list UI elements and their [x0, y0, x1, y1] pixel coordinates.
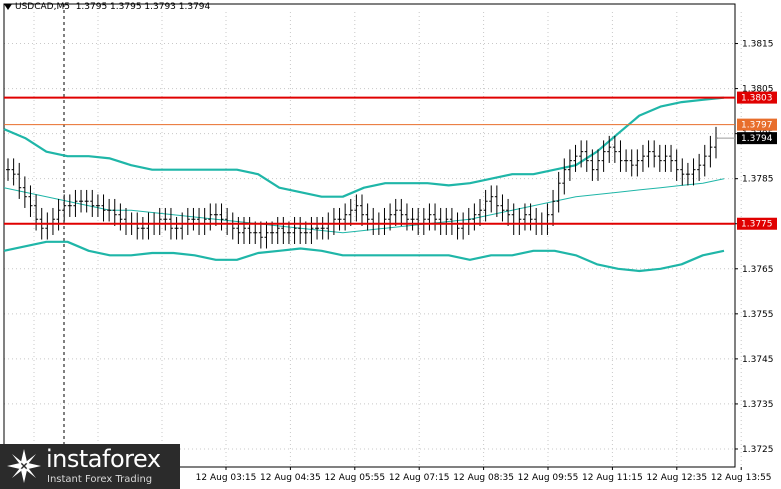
x-tick-label: 12 Aug 05:55: [324, 473, 385, 483]
bollinger-upper-band: [3, 96, 725, 198]
chart-header: USDCAD,M5 1.3795 1.3795 1.3793 1.3794: [4, 2, 210, 12]
x-tick-label: 12 Aug 12:35: [646, 473, 707, 483]
bollinger-lower-band: [3, 240, 725, 273]
moving-average-line: [3, 178, 725, 234]
x-tick-label: 12 Aug 03:15: [196, 473, 257, 483]
level-price-tag: [737, 91, 777, 104]
y-tick-label: 1.3785: [742, 175, 774, 185]
level-price-label: 1.3797: [741, 121, 773, 131]
x-tick-label: 12 Aug 11:15: [582, 473, 643, 483]
x-tick-label: 12 Aug 09:55: [518, 473, 579, 483]
level-price-tag: [737, 217, 777, 230]
current-price-label: 1.3794: [741, 134, 773, 144]
symbol-label: USDCAD,M5: [15, 2, 70, 12]
y-tick-label: 1.3765: [742, 265, 774, 275]
ohlc-readout: 1.3795 1.3795 1.3793 1.3794: [75, 2, 211, 12]
plot-frame: [3, 3, 736, 468]
logo-name: instaforex: [46, 445, 161, 473]
y-tick-label: 1.3755: [742, 310, 774, 320]
level-price-label: 1.3775: [741, 220, 773, 230]
y-tick-label: 1.3735: [742, 400, 774, 410]
y-tick-label: 1.3805: [742, 85, 774, 95]
x-tick-label: 12 Aug 07:15: [389, 473, 450, 483]
y-tick-label: 1.3725: [742, 445, 774, 455]
star-burst-icon: [7, 449, 41, 483]
instaforex-logo: instaforex Instant Forex Trading: [0, 444, 180, 489]
x-tick-label: 12 Aug 08:35: [453, 473, 514, 483]
level-price-tag: [737, 118, 777, 131]
current-price-tag: [737, 132, 777, 145]
y-tick-label: 1.3745: [742, 355, 774, 365]
y-tick-label: 1.3815: [742, 40, 774, 50]
level-price-label: 1.3803: [741, 94, 773, 104]
logo-tagline: Instant Forex Trading: [47, 474, 153, 485]
x-tick-label: 12 Aug 04:35: [260, 473, 321, 483]
x-tick-label: 12 Aug 13:55: [711, 473, 772, 483]
dropdown-triangle-icon[interactable]: [4, 3, 12, 10]
